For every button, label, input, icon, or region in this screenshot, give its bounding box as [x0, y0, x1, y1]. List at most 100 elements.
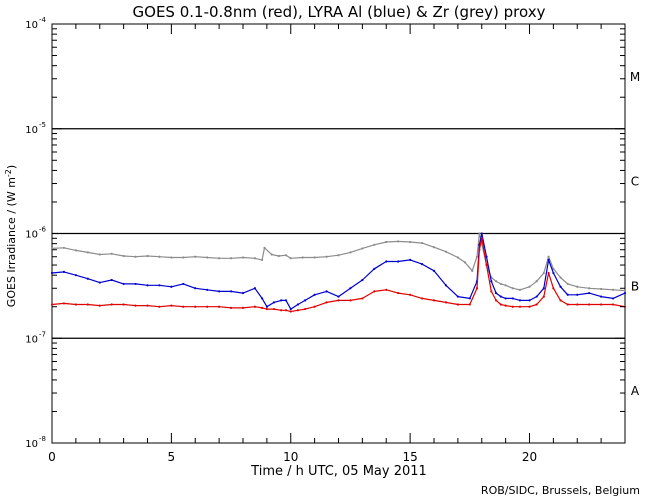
data-point: [263, 246, 266, 249]
x-tick-label: 20: [522, 450, 537, 464]
series-lyra-zr-proxy: [50, 232, 627, 292]
data-point: [170, 256, 173, 259]
data-point: [468, 303, 471, 306]
data-point: [535, 303, 538, 306]
data-point: [504, 284, 507, 287]
y-tick-exponent: -4: [39, 16, 47, 24]
data-point: [475, 255, 479, 258]
data-point: [576, 293, 579, 296]
data-point: [62, 302, 66, 305]
data-point: [110, 303, 113, 306]
data-point: [552, 287, 555, 290]
data-point: [397, 260, 400, 263]
data-point: [170, 285, 173, 288]
data-point: [261, 258, 264, 261]
data-point: [490, 290, 493, 293]
data-point: [397, 291, 400, 295]
data-point: [218, 290, 221, 293]
series-line: [51, 232, 626, 292]
data-point: [552, 271, 555, 275]
data-point: [289, 310, 292, 313]
series-goes-0-1-0-8nm: [50, 237, 627, 313]
data-point: [576, 285, 579, 288]
data-point: [134, 255, 137, 258]
data-point: [270, 253, 273, 256]
y-axis-label: GOES Irradiance / (W m-2): [4, 165, 18, 307]
data-point: [409, 293, 412, 296]
data-point: [158, 284, 161, 287]
data-point: [158, 305, 161, 308]
data-point: [194, 255, 197, 258]
y-axis: 10-810-710-610-510-4: [25, 16, 625, 450]
data-point: [552, 267, 555, 270]
data-point: [432, 246, 436, 249]
data-point: [284, 254, 288, 257]
data-point: [504, 304, 507, 307]
data-point: [485, 263, 488, 267]
data-point: [518, 299, 522, 302]
data-point: [284, 299, 288, 302]
data-point: [337, 299, 340, 302]
data-point: [134, 282, 137, 286]
data-point: [284, 309, 288, 312]
data-point: [337, 295, 340, 298]
data-point: [253, 257, 257, 260]
data-point: [463, 261, 467, 264]
data-point: [241, 256, 245, 259]
data-point: [98, 304, 101, 307]
data-point: [349, 287, 352, 290]
flare-class-labels: A B C M: [630, 70, 640, 398]
data-point: [611, 303, 615, 306]
data-point: [229, 257, 233, 260]
y-axis-label-text: GOES Irradiance / (W m: [5, 177, 18, 307]
data-point: [253, 305, 257, 308]
data-point: [253, 287, 257, 290]
data-point: [98, 281, 101, 284]
data-point: [444, 250, 448, 253]
data-point: [194, 305, 197, 308]
data-point: [559, 299, 562, 302]
data-point: [50, 247, 54, 250]
data-point: [272, 307, 276, 311]
data-point: [485, 255, 488, 258]
flare-class-M: M: [630, 70, 640, 84]
data-point: [432, 269, 436, 272]
data-point: [218, 257, 221, 260]
x-axis: 0 5 10 15 20: [48, 24, 626, 464]
data-point: [566, 293, 569, 296]
data-point: [50, 271, 54, 275]
data-point: [623, 291, 627, 295]
data-point: [456, 256, 459, 259]
x-tick-label: 15: [402, 450, 417, 464]
data-point: [182, 282, 185, 286]
data-point: [559, 276, 562, 279]
y-tick-label: 10: [25, 439, 38, 450]
data-point: [504, 297, 507, 300]
data-point: [385, 288, 388, 291]
data-point: [490, 280, 493, 283]
data-point: [206, 288, 209, 291]
data-point: [547, 271, 550, 275]
y-tick-exponent: -8: [39, 435, 46, 443]
data-point: [349, 299, 352, 302]
data-point: [468, 297, 471, 300]
data-point: [229, 306, 233, 309]
data-point: [146, 304, 149, 307]
data-point: [623, 289, 627, 292]
data-point: [86, 277, 89, 280]
data-point: [206, 256, 209, 259]
data-point: [158, 255, 161, 258]
y-tick-exponent: -6: [39, 226, 47, 234]
data-point: [146, 254, 149, 258]
data-point: [182, 256, 185, 259]
data-point: [277, 254, 280, 258]
data-point: [349, 251, 352, 254]
chart-title: GOES 0.1-0.8nm (red), LYRA Al (blue) & Z…: [133, 3, 546, 21]
data-point: [409, 258, 412, 261]
data-point: [528, 305, 531, 308]
x-tick-label: 5: [168, 450, 176, 464]
x-axis-label: Time / h UTC, 05 May 2011: [250, 464, 427, 479]
data-point: [499, 303, 502, 306]
data-point: [566, 282, 569, 286]
data-point: [229, 290, 233, 293]
